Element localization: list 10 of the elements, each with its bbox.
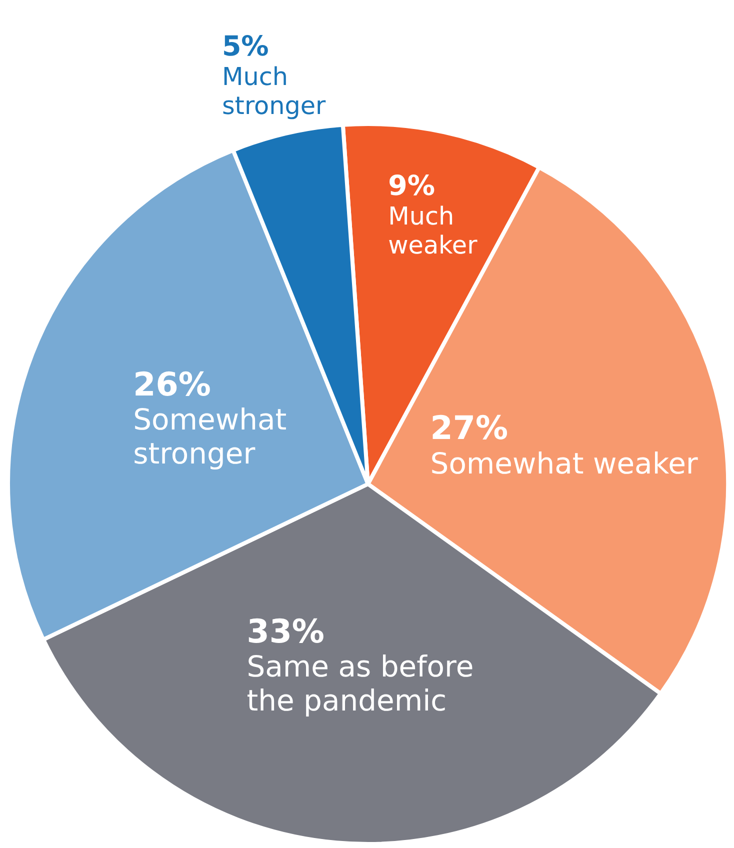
data-label: 9% bbox=[388, 169, 435, 202]
data-label: 5% bbox=[222, 30, 269, 63]
slice-label: Somewhat stronger bbox=[133, 402, 287, 471]
data-label: 33% bbox=[246, 612, 324, 650]
data-label: 27% bbox=[430, 409, 508, 448]
slice-label: Somewhat weaker bbox=[430, 446, 698, 480]
slice-label: Same as before the pandemic bbox=[246, 650, 474, 718]
slice-label: Much weaker bbox=[388, 201, 478, 260]
slice-label: Much stronger bbox=[222, 62, 327, 120]
data-label: 26% bbox=[133, 365, 211, 404]
